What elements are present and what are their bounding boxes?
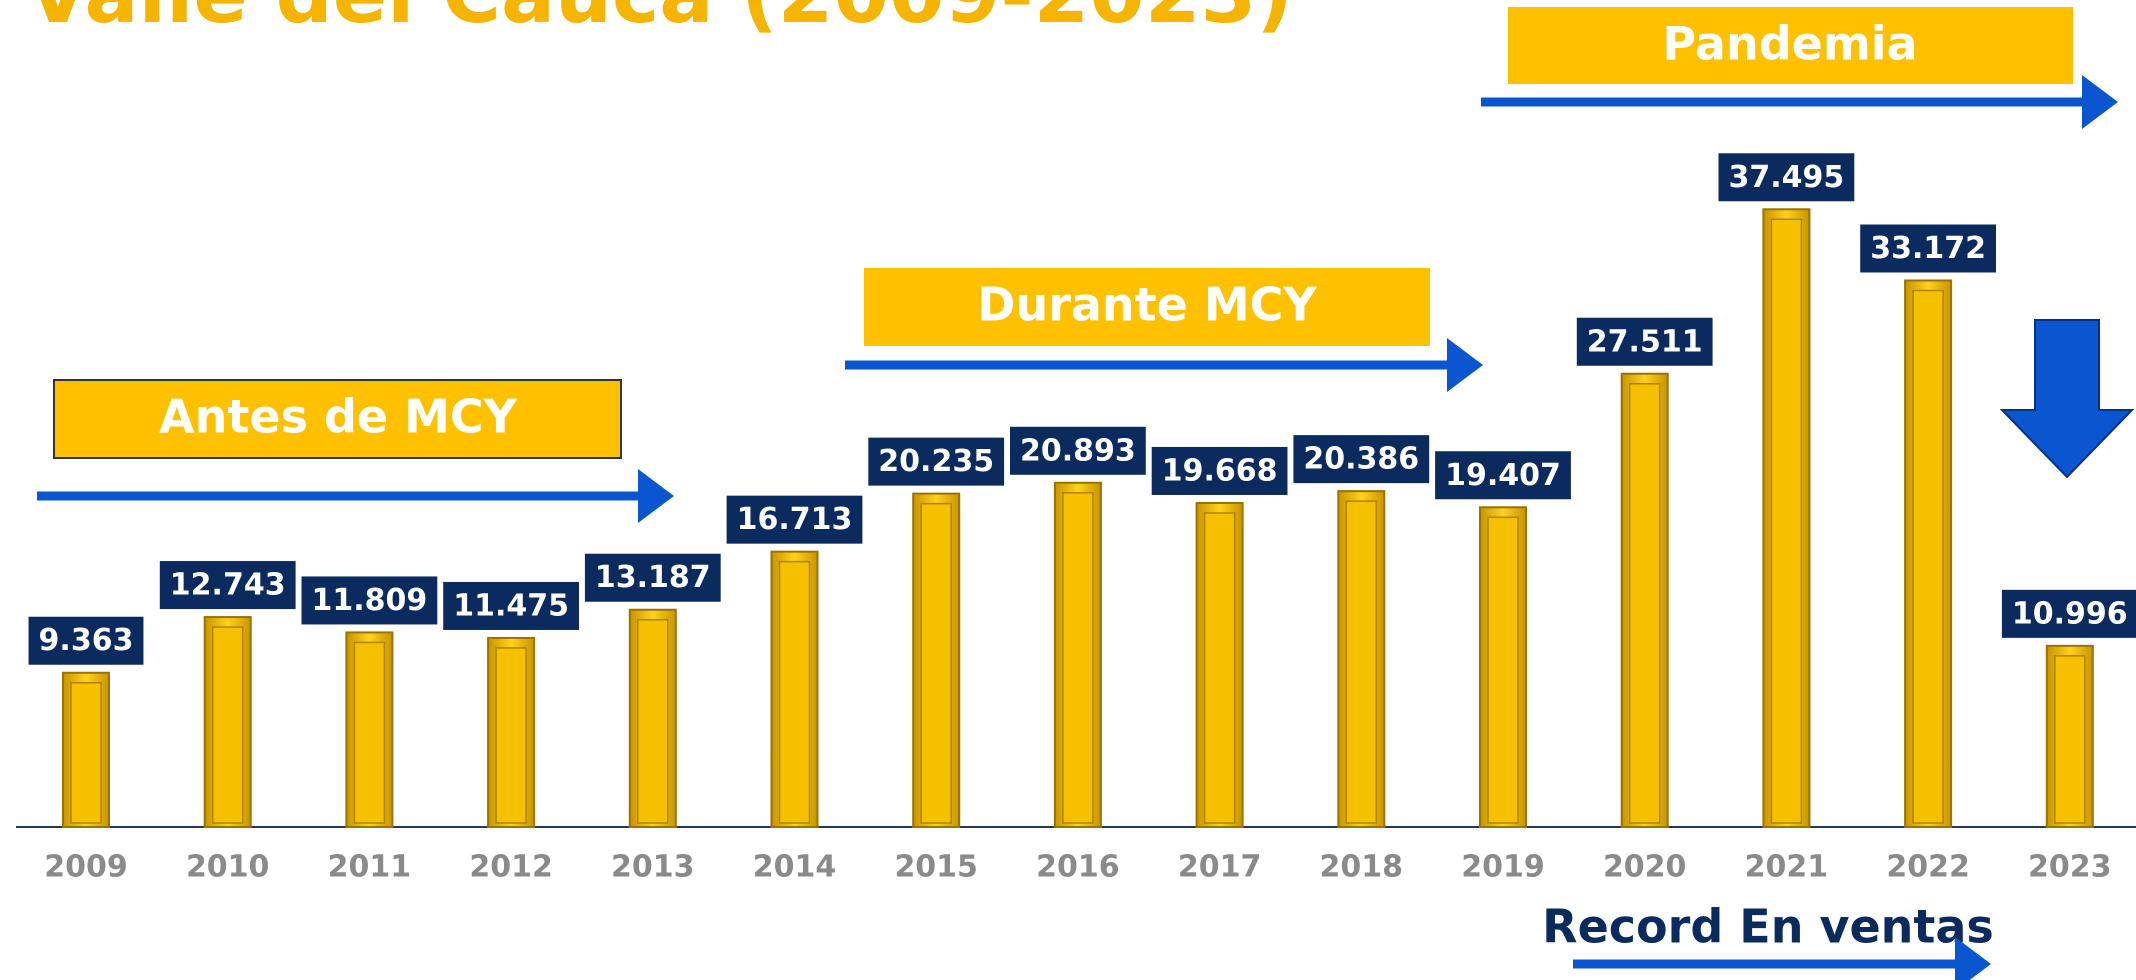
bar-inner	[1062, 492, 1094, 824]
value-label: 13.187	[595, 560, 711, 595]
annotation-box	[864, 268, 1430, 346]
annotation: Durante MCY	[977, 278, 1317, 332]
bar-inner	[1487, 516, 1519, 824]
x-tick-label: 2023	[2028, 850, 2112, 885]
value-label-box	[584, 553, 721, 602]
value-label: 37.495	[1729, 160, 1845, 195]
x-tick-label: 2013	[611, 850, 695, 885]
value-label-box	[726, 495, 863, 544]
x-tick-label: 2014	[753, 850, 837, 885]
value-label: 20.893	[1020, 433, 1136, 468]
x-tick-label: 2010	[186, 850, 270, 885]
x-tick-label: 2017	[1178, 850, 1262, 885]
down-arrow	[1999, 319, 2135, 479]
value-label: 33.172	[1870, 231, 1986, 266]
value-label-box	[1860, 224, 1996, 273]
bar-inner	[920, 502, 952, 824]
x-tick-label: 2009	[44, 850, 128, 885]
value-label: 27.511	[1587, 324, 1703, 359]
annotation: Record En ventas	[1542, 900, 1994, 954]
x-tick-label: 2022	[1886, 850, 1970, 885]
bar-inner	[778, 560, 811, 824]
x-tick-label: 2020	[1603, 850, 1687, 885]
annotation: Antes de MCY	[159, 390, 518, 444]
bar-inner	[1770, 218, 1803, 824]
x-tick-label: 2011	[328, 850, 412, 885]
value-label-box	[1151, 446, 1288, 495]
value-label-box	[28, 616, 144, 665]
value-label-box	[1293, 435, 1430, 484]
value-label: 12.743	[170, 568, 286, 603]
value-label-box	[868, 437, 1005, 486]
bar-inner	[1912, 289, 1944, 824]
value-label: 19.668	[1162, 453, 1278, 488]
value-label: 20.386	[1303, 442, 1419, 477]
x-tick-label: 2018	[1320, 850, 1404, 885]
value-label: 20.235	[878, 444, 994, 479]
value-label: 9.363	[39, 623, 134, 658]
value-label-box	[1576, 317, 1713, 366]
annotation-box	[53, 379, 622, 459]
value-label-box	[2001, 589, 2136, 638]
value-label-box	[1718, 153, 1855, 202]
value-label: 11.809	[312, 583, 428, 618]
annotation: Pandemia	[1662, 17, 1917, 71]
value-label: 11.475	[453, 588, 569, 623]
chart-title: Valle del Cauca (2009-2023)	[27, 0, 1293, 41]
value-label-box	[443, 581, 579, 630]
bar-inner	[1628, 383, 1661, 824]
bar-inner	[2054, 655, 2086, 824]
x-tick-label: 2019	[1461, 850, 1545, 885]
bar-inner	[637, 618, 669, 824]
bar-inner	[211, 626, 244, 824]
bar-inner	[1203, 512, 1236, 824]
value-label-box	[1435, 451, 1571, 500]
bar-inner	[353, 641, 386, 824]
value-label-box	[1010, 426, 1146, 475]
bar-inner	[1345, 500, 1378, 824]
bar-inner	[495, 647, 527, 824]
x-tick-label: 2012	[469, 850, 553, 885]
x-tick-label: 2015	[894, 850, 978, 885]
value-label-box	[159, 561, 296, 610]
value-label-box	[301, 576, 438, 625]
value-label: 10.996	[2012, 596, 2128, 631]
bar-inner	[70, 681, 102, 824]
value-label: 16.713	[737, 502, 853, 537]
value-label: 19.407	[1445, 458, 1561, 493]
x-tick-label: 2021	[1745, 850, 1829, 885]
annotation-box	[1508, 7, 2073, 84]
x-tick-label: 2016	[1036, 850, 1120, 885]
